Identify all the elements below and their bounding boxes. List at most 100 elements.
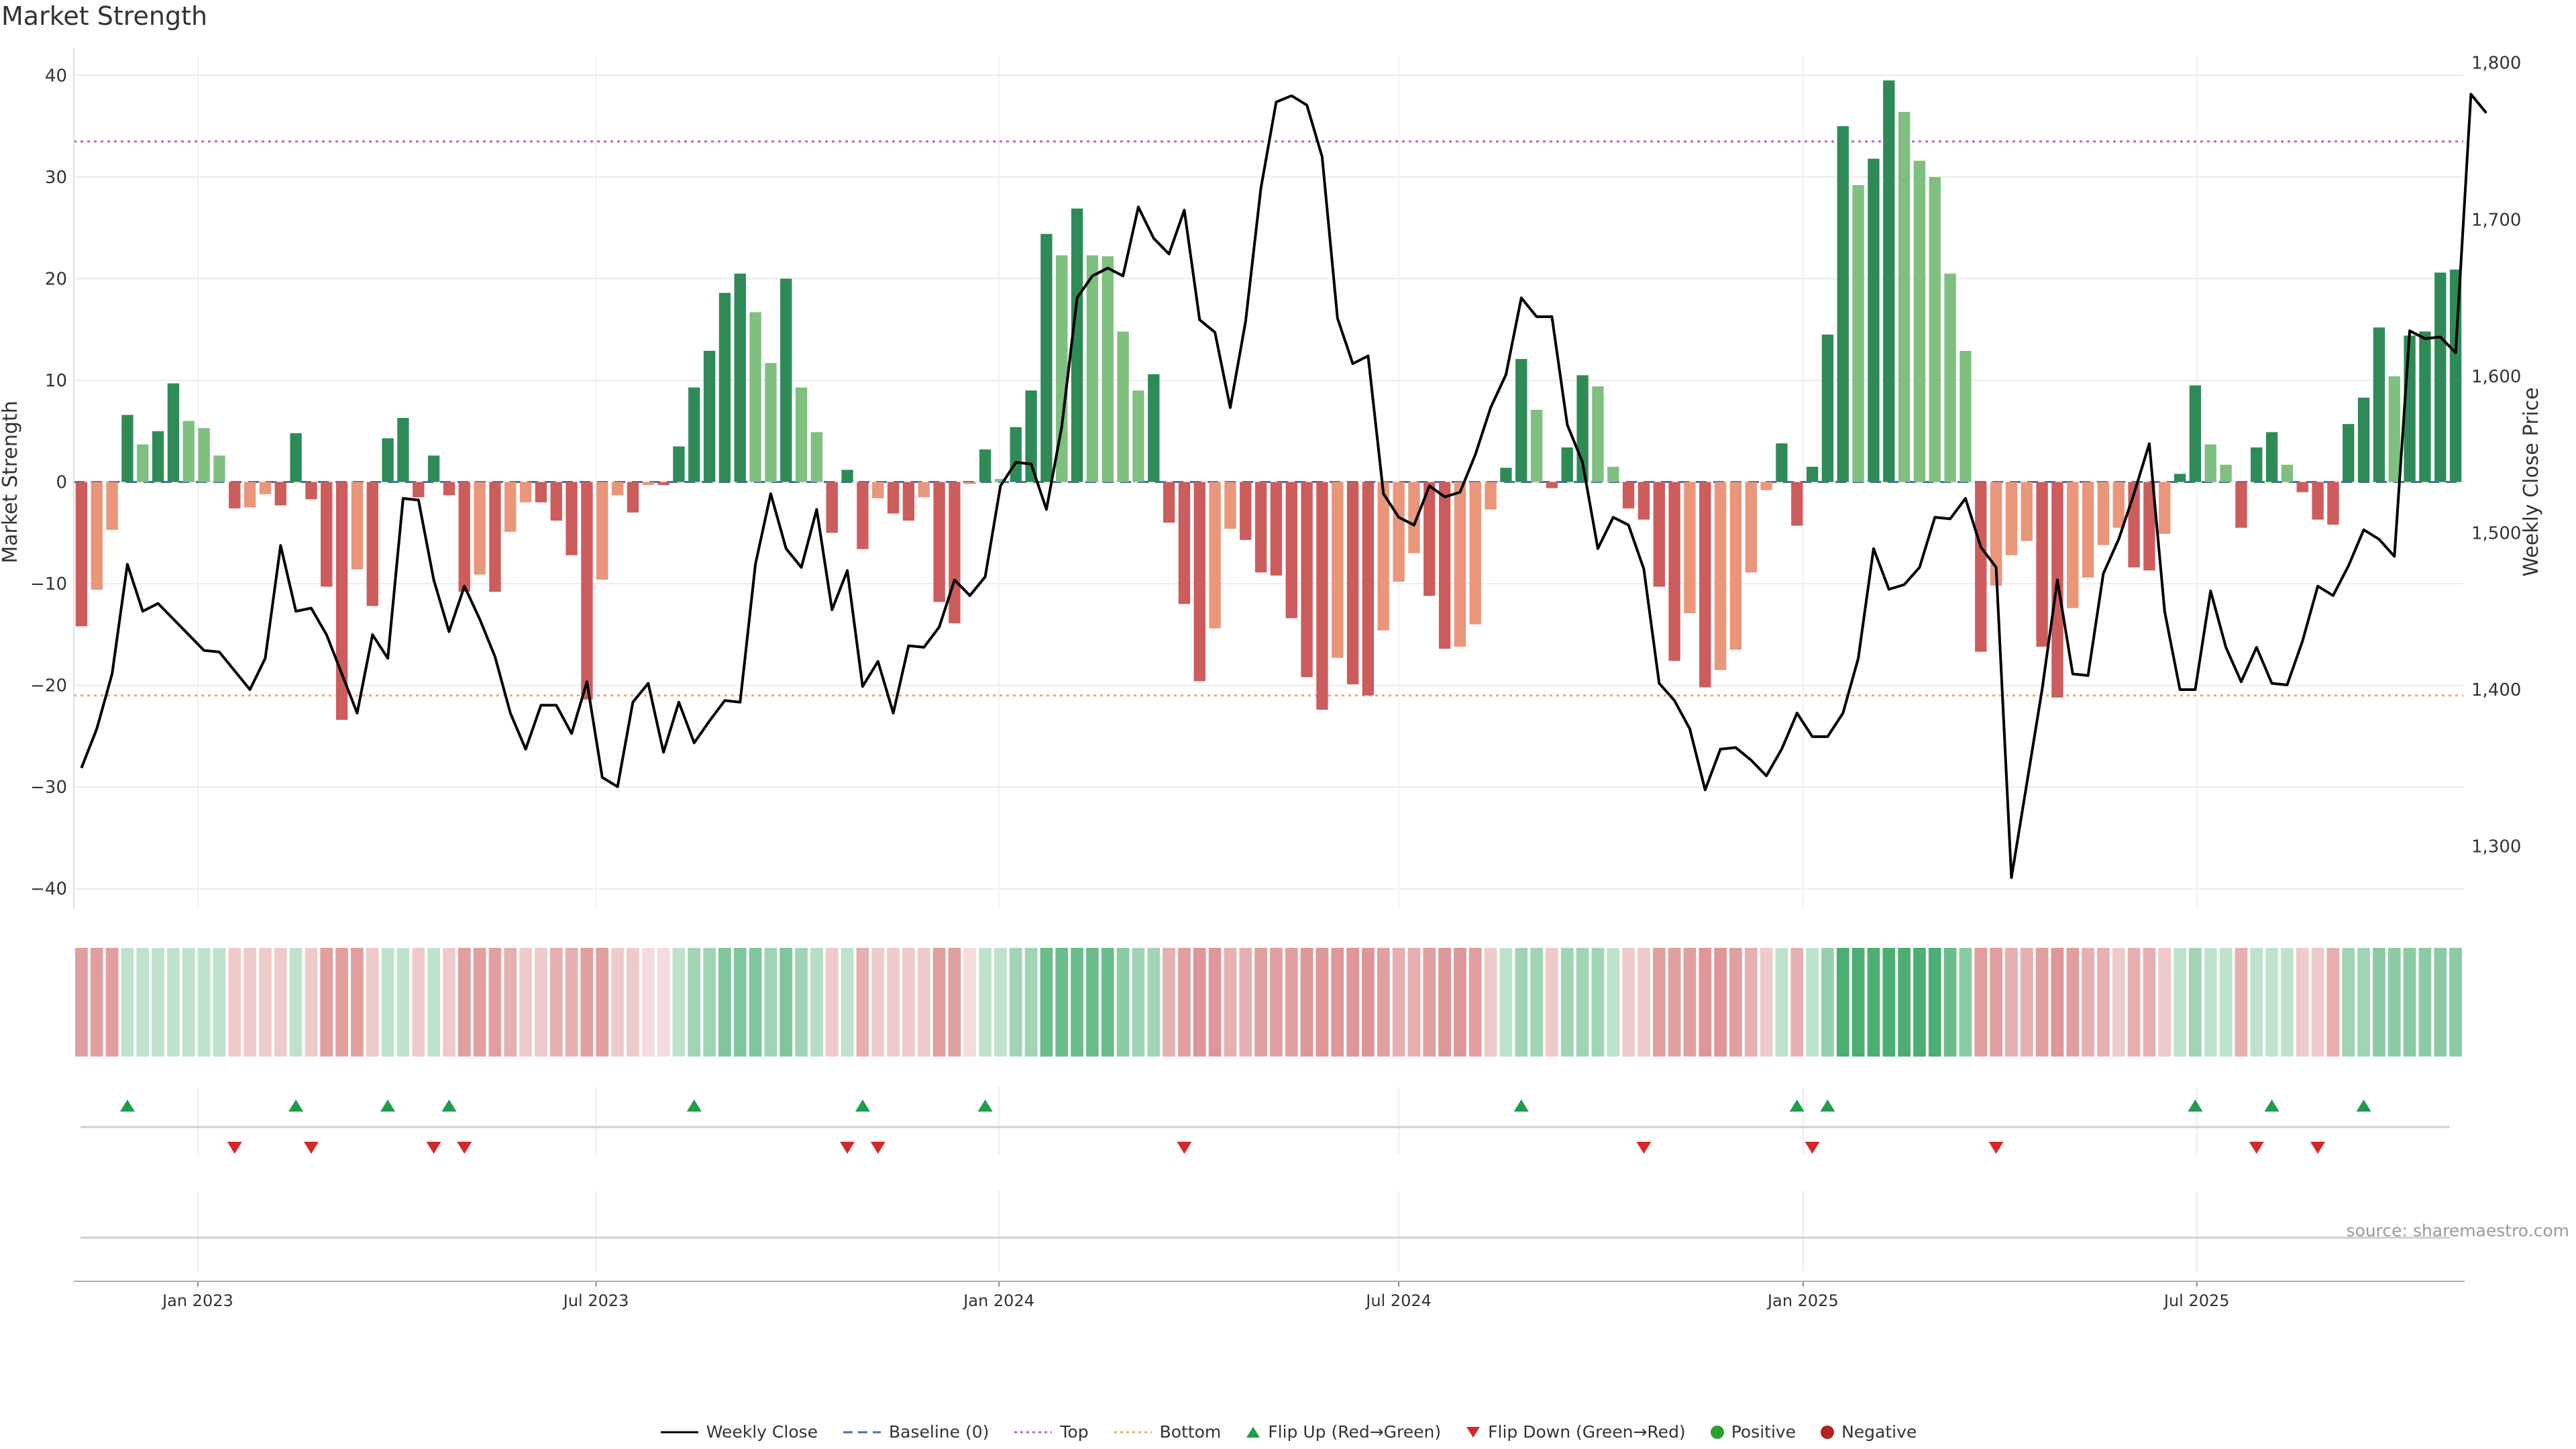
shade-cell (1499, 948, 1513, 1057)
shade-cell (1468, 948, 1482, 1057)
strength-bar (780, 278, 792, 482)
strength-bar (137, 444, 149, 482)
shade-cell (1040, 948, 1053, 1057)
shade-cell (289, 948, 303, 1057)
strength-bar (2097, 482, 2110, 545)
flip-up-marker (2188, 1099, 2203, 1112)
strength-bar (1438, 482, 1451, 649)
strength-bar (611, 482, 624, 496)
shade-cell (228, 948, 241, 1057)
shade-cell (1990, 948, 2002, 1057)
strength-bar (994, 478, 1007, 482)
y2-tick-label: 1,800 (2471, 54, 2521, 74)
shade-cell (1836, 948, 1849, 1057)
strength-bar (1806, 466, 1819, 482)
shade-cell (305, 948, 318, 1057)
shade-cell (412, 948, 425, 1057)
legend-item-positive: Positive (1710, 1422, 1796, 1442)
flip-up-marker (1820, 1099, 1835, 1112)
strength-bar (290, 433, 302, 482)
shade-cell (2373, 948, 2385, 1057)
shade-cell (887, 948, 900, 1057)
strength-bar (1332, 482, 1344, 658)
shade-cell (167, 948, 180, 1057)
strength-bar (2204, 444, 2216, 482)
shade-cell (902, 948, 915, 1057)
strength-bar (1791, 482, 1803, 526)
shade-cell (2082, 948, 2094, 1057)
strength-bar (1301, 482, 1313, 678)
strength-bar (1071, 208, 1083, 482)
strength-bar (1254, 482, 1267, 573)
shade-cell (641, 948, 655, 1057)
strength-bar (335, 482, 348, 720)
strength-bar (1699, 482, 1711, 688)
shade-cell (488, 948, 502, 1057)
strength-bar (1010, 427, 1022, 482)
shade-cell (1224, 948, 1237, 1057)
strength-bar (1944, 273, 1956, 482)
shade-cell (1377, 948, 1390, 1057)
shade-cell (565, 948, 578, 1057)
weekly-close-line (80, 93, 2487, 879)
shade-cell (2051, 948, 2064, 1057)
strength-bar (657, 482, 669, 486)
shade-cell (963, 948, 977, 1057)
x-tick-label: Jan 2023 (161, 1291, 233, 1310)
strength-bar (765, 363, 777, 482)
strength-bar (182, 421, 195, 482)
flip-up-marker (380, 1099, 396, 1112)
shade-cell (2158, 948, 2171, 1057)
shade-cell (366, 948, 379, 1057)
shade-cell (825, 948, 839, 1057)
strength-bar (718, 292, 731, 482)
strength-bar (826, 482, 838, 533)
y-axis-label: Market Strength (0, 400, 22, 563)
shade-cell (351, 948, 364, 1057)
legend-item-baseline: Baseline (0) (842, 1422, 989, 1442)
shade-cell (2174, 948, 2186, 1057)
strength-bar (2189, 385, 2202, 482)
shade-cell (2143, 948, 2156, 1057)
strength-bar (305, 482, 317, 500)
shade-cell (2127, 948, 2141, 1057)
legend-item-flip-up: Flip Up (Red→Green) (1245, 1422, 1441, 1442)
strength-bar (321, 482, 333, 587)
shade-cell (2311, 948, 2324, 1057)
flip-down-marker (227, 1142, 242, 1154)
strength-bar (872, 482, 884, 498)
shade-cell (1576, 948, 1589, 1057)
strength-bar (1607, 466, 1619, 482)
circle-icon (1710, 1425, 1724, 1439)
shade-cell (1668, 948, 1681, 1057)
x-tick-label: Jan 2025 (1766, 1291, 1839, 1310)
legend-label-baseline: Baseline (0) (889, 1422, 989, 1442)
shade-cell (1300, 948, 1313, 1057)
strength-bar (1668, 482, 1680, 661)
strength-bar (1393, 482, 1405, 582)
shade-cell (1132, 948, 1145, 1057)
shade-cell (1101, 948, 1114, 1057)
legend-item-flip-down: Flip Down (Green→Red) (1465, 1422, 1686, 1442)
strength-bar (2296, 482, 2308, 492)
strength-bar (2021, 482, 2033, 541)
shade-cell (856, 948, 869, 1057)
shade-cell (2189, 948, 2202, 1057)
strength-bar (259, 482, 272, 494)
flip-down-marker (1988, 1142, 2004, 1154)
strength-bar (1745, 482, 1757, 573)
shade-cell (1560, 948, 1574, 1057)
shade-cell (1285, 948, 1298, 1057)
strength-bar (351, 482, 364, 570)
strength-bar (1178, 482, 1191, 604)
strength-bar (106, 482, 118, 530)
flip-up-marker (288, 1099, 304, 1112)
shade-cell (1407, 948, 1421, 1057)
flip-up-marker (977, 1099, 993, 1112)
axes: −40 −30 −20 −10 0 10 20 30 40 1,300 1,400 1,500 1,60… (0, 48, 2543, 1310)
shade-cell (197, 948, 211, 1057)
strength-bar (1729, 482, 1742, 650)
shade-cell (1898, 948, 1911, 1057)
shade-cell (1638, 948, 1650, 1057)
strength-bar (1454, 482, 1466, 647)
